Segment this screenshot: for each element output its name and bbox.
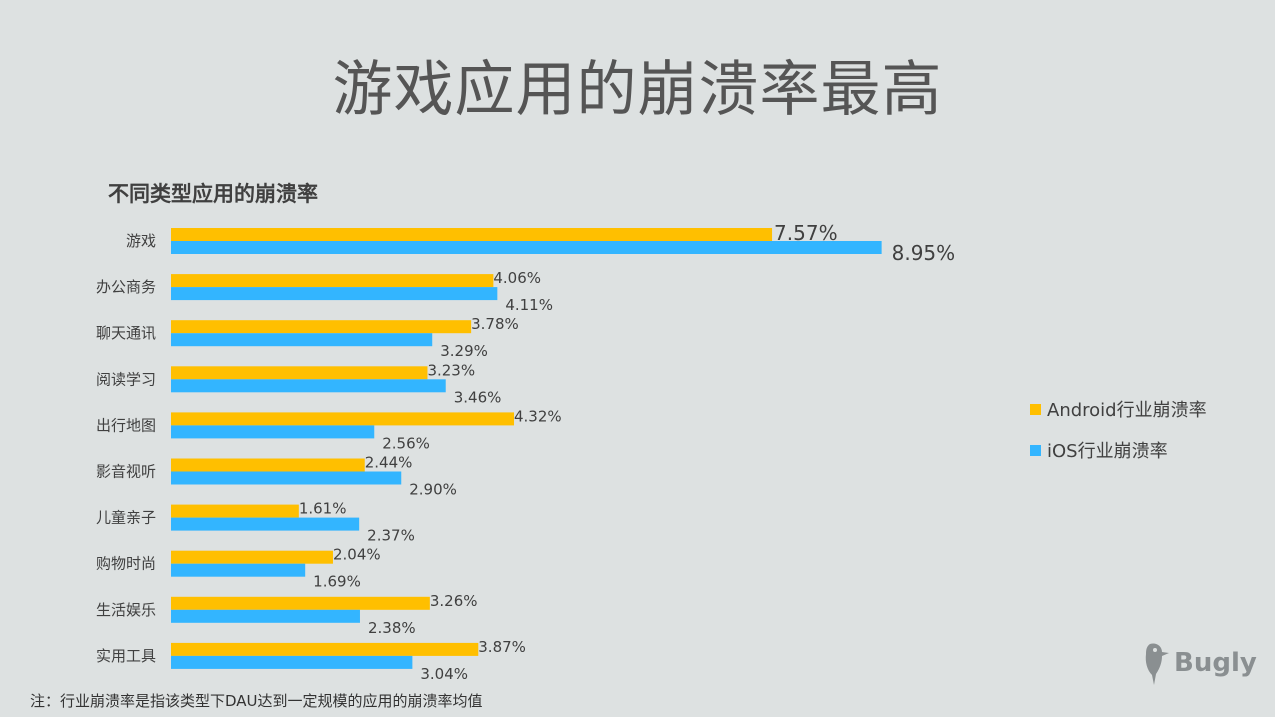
data-label-ios: 2.56% — [382, 434, 430, 452]
data-label-ios: 2.38% — [368, 619, 416, 637]
data-label-ios: 3.04% — [420, 665, 468, 683]
bar-android — [171, 228, 773, 241]
bar-android — [171, 458, 365, 472]
legend-label-ios: iOS行业崩溃率 — [1047, 441, 1168, 462]
data-label-android: 3.23% — [427, 361, 475, 379]
legend-item-ios: iOS行业崩溃率 — [1030, 437, 1207, 463]
bar-ios — [171, 241, 882, 254]
slide-title: 游戏应用的崩溃率最高 — [332, 55, 943, 125]
bar-ios — [171, 655, 413, 669]
chart-legend: Android行业崩溃率 iOS行业崩溃率 — [1030, 396, 1207, 478]
bar-android — [171, 504, 299, 518]
category-label: 实用工具 — [96, 647, 156, 665]
data-label-ios: 4.11% — [505, 296, 553, 314]
bar-android — [171, 320, 472, 334]
bar-android — [171, 550, 333, 564]
bar-ios — [171, 379, 446, 393]
category-label: 出行地图 — [96, 416, 156, 434]
legend-swatch-android — [1030, 403, 1041, 415]
data-label-ios: 3.46% — [454, 388, 502, 406]
data-label-ios: 1.69% — [313, 573, 361, 591]
data-label-ios: 2.37% — [367, 527, 415, 545]
category-label: 阅读学习 — [96, 370, 156, 388]
bar-ios — [171, 287, 498, 301]
bar-android — [171, 642, 479, 656]
data-label-ios: 3.29% — [440, 342, 488, 360]
chart-title: 不同类型应用的崩溃率 — [108, 182, 318, 206]
category-label: 游戏 — [126, 232, 156, 250]
category-label: 儿童亲子 — [96, 509, 156, 527]
bar-android — [171, 274, 494, 288]
bar-ios — [171, 425, 375, 439]
category-label: 聊天通讯 — [96, 324, 156, 342]
bar-ios — [171, 471, 402, 485]
data-label-android: 3.78% — [471, 315, 519, 333]
category-label: 购物时尚 — [96, 555, 156, 573]
category-label: 办公商务 — [96, 278, 156, 296]
woodpecker-icon — [1145, 643, 1169, 685]
category-label: 影音视听 — [96, 463, 156, 481]
data-label-android: 4.06% — [493, 269, 541, 287]
bar-ios — [171, 333, 433, 347]
data-label-android: 4.32% — [514, 407, 562, 425]
data-label-android: 2.44% — [365, 454, 413, 472]
bar-ios — [171, 609, 360, 623]
bar-android — [171, 412, 515, 426]
bar-ios — [171, 517, 360, 531]
legend-label-android: Android行业崩溃率 — [1047, 400, 1207, 421]
data-label-android: 3.26% — [430, 592, 478, 610]
bar-android — [171, 596, 430, 610]
bar-android — [171, 366, 428, 380]
category-label: 生活娱乐 — [96, 601, 156, 619]
bugly-logo: Bugly — [1140, 640, 1257, 686]
legend-item-android: Android行业崩溃率 — [1030, 396, 1207, 422]
data-label-ios: 8.95% — [892, 241, 956, 265]
footnote: 注：行业崩溃率是指该类型下DAU达到一定规模的应用的崩溃率均值 — [30, 692, 483, 710]
data-label-android: 1.61% — [299, 500, 347, 518]
data-label-ios: 2.90% — [409, 481, 457, 499]
bar-ios — [171, 563, 306, 577]
data-label-android: 2.04% — [333, 546, 381, 564]
data-label-android: 3.87% — [478, 638, 526, 656]
legend-swatch-ios — [1030, 444, 1041, 456]
logo-text: Bugly — [1174, 648, 1257, 678]
